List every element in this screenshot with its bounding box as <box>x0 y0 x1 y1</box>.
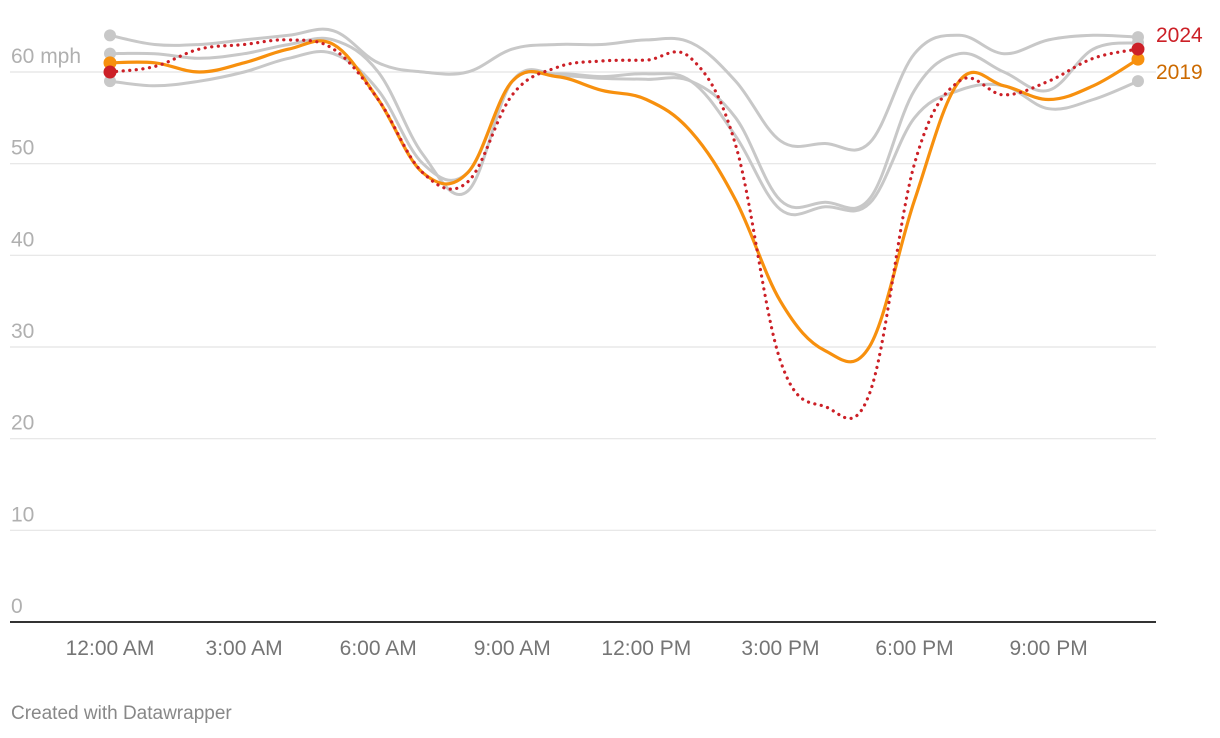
y-tick-label: 40 <box>11 228 34 251</box>
series-endpoint-2024 <box>1131 42 1145 56</box>
y-tick-label: 60 mph <box>11 45 81 68</box>
context-series-endpoint <box>1132 75 1144 88</box>
gridlines <box>10 71 1156 531</box>
series-label-2024: 2024 <box>1156 24 1203 47</box>
series-label-2019: 2019 <box>1156 61 1203 84</box>
x-tick-label: 3:00 PM <box>741 637 819 660</box>
x-tick-label: 9:00 PM <box>1009 637 1087 660</box>
context-series-line <box>108 27 1140 152</box>
x-tick-label: 6:00 AM <box>340 637 417 660</box>
context-series-endpoint <box>104 29 116 42</box>
x-axis-ticks: 12:00 AM 3:00 AM 6:00 AM 9:00 AM 12:00 PM 3:0… <box>66 637 1088 660</box>
x-tick-label: 9:00 AM <box>474 637 551 660</box>
context-series-line <box>108 41 1140 210</box>
context-series-layer <box>104 27 1144 217</box>
series-end-labels: 2024 2019 <box>1156 24 1203 84</box>
x-tick-label: 6:00 PM <box>875 637 953 660</box>
y-tick-label: 10 <box>11 503 34 526</box>
series-endpoint-2019 <box>1131 52 1145 66</box>
series-endpoint-2024 <box>103 65 117 79</box>
y-tick-label: 0 <box>11 595 23 618</box>
y-tick-label: 50 <box>11 137 34 160</box>
x-tick-label: 12:00 PM <box>601 637 691 660</box>
x-tick-label: 3:00 AM <box>206 637 283 660</box>
context-series-endpoint <box>104 47 116 60</box>
context-series-line <box>108 36 1140 217</box>
y-tick-label: 20 <box>11 412 34 435</box>
series-line-2024 <box>108 38 1140 420</box>
x-tick-label: 12:00 AM <box>66 637 155 660</box>
y-tick-label: 30 <box>11 320 34 343</box>
y-axis-ticks: 0 10 20 30 40 50 60 mph <box>11 45 81 618</box>
series-line-2019 <box>108 39 1140 364</box>
highlighted-series-layer <box>103 38 1145 420</box>
series-endpoint-2019 <box>103 56 117 70</box>
datawrapper-credit[interactable]: Created with Datawrapper <box>11 703 232 724</box>
context-series-endpoint <box>104 75 116 88</box>
